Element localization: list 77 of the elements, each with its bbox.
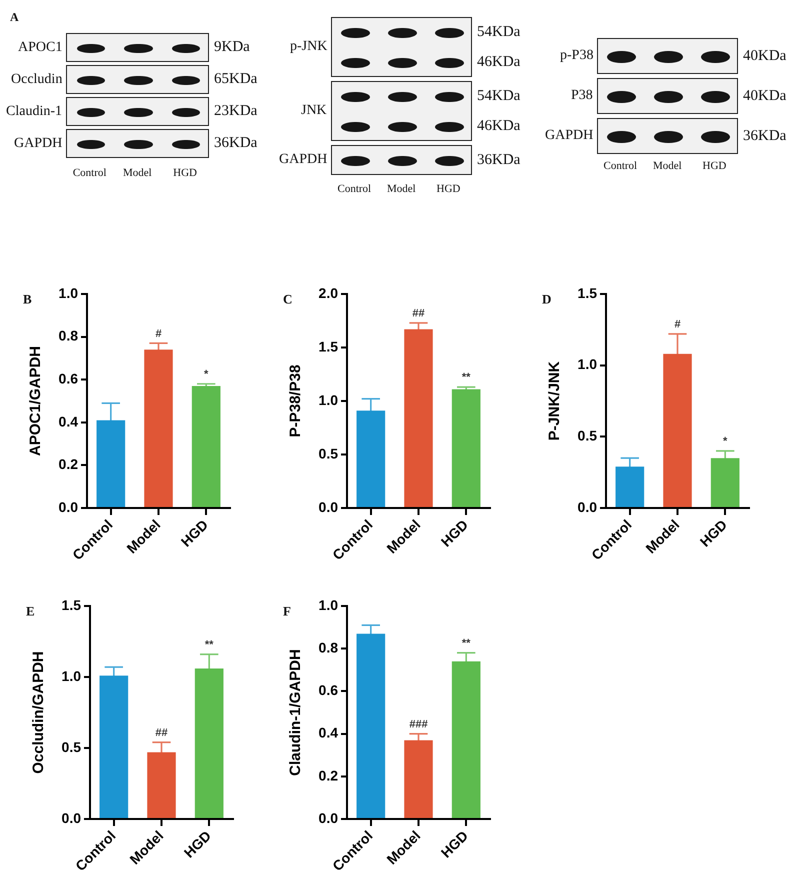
category-label: GAPDH xyxy=(279,152,328,167)
y-tick-label: 1.0 xyxy=(318,392,338,408)
annotation: ** xyxy=(462,372,472,384)
annotation: ** xyxy=(204,638,214,651)
category-label: JNK xyxy=(301,103,327,118)
y-axis-title: P-JNK/JNK xyxy=(546,361,564,441)
category-label: P38 xyxy=(571,88,593,103)
y-tick-label: 1.0 xyxy=(62,668,82,684)
y-tick-label: 2.0 xyxy=(318,284,338,301)
annotation: * xyxy=(204,368,210,380)
category-label: APOC1 xyxy=(18,40,62,54)
y-tick-label: 0.8 xyxy=(318,639,338,656)
category-label: 36KDa xyxy=(214,135,258,151)
annotation: ## xyxy=(412,307,425,320)
category-label: 54KDa xyxy=(477,88,520,104)
category-label: 54KDa xyxy=(477,24,520,40)
y-tick-label: 0.5 xyxy=(578,428,598,444)
y-tick-label: 0.0 xyxy=(62,810,82,826)
y-tick-label: 0.8 xyxy=(58,328,78,344)
y-axis-title: Occludin/GAPDH xyxy=(30,651,48,774)
chart-title: C xyxy=(283,291,292,306)
category-label: 65KDa xyxy=(214,71,258,87)
text: A xyxy=(10,10,19,24)
chart-title: E xyxy=(26,603,35,618)
category-label: HGD xyxy=(436,182,460,194)
annotation: # xyxy=(674,318,681,330)
y-axis-title: P-P38/P38 xyxy=(287,364,304,438)
category-label: 46KDa xyxy=(477,54,520,70)
category-label: 40KDa xyxy=(743,88,786,104)
chart-title: D xyxy=(542,291,552,306)
y-tick-label: 0.5 xyxy=(318,445,338,462)
annotation: # xyxy=(155,328,162,340)
category-label: GAPDH xyxy=(545,128,594,143)
category-label: Model xyxy=(387,182,416,194)
y-axis-title: Claudin-1/GAPDH xyxy=(287,649,304,776)
category-label: 46KDa xyxy=(477,118,520,134)
category-label: Control xyxy=(338,182,372,194)
y-tick-label: 0.5 xyxy=(62,738,82,755)
category-label: Claudin-1 xyxy=(6,104,62,118)
y-tick-label: 1.0 xyxy=(58,284,78,301)
category-label: 40KDa xyxy=(743,48,786,64)
annotation: ## xyxy=(155,726,168,739)
y-tick-label: 1.5 xyxy=(578,284,598,301)
category-label: Control xyxy=(604,160,638,172)
y-tick-label: 0.0 xyxy=(58,498,78,515)
category-label: 36KDa xyxy=(477,152,520,168)
chart-title: B xyxy=(23,291,32,306)
category-label: Model xyxy=(123,166,152,178)
category-label: Occludin xyxy=(11,72,62,86)
category-label: p-JNK xyxy=(290,39,328,54)
y-tick-label: 0.0 xyxy=(578,498,598,515)
category-label: HGD xyxy=(173,166,197,178)
category-label: GAPDH xyxy=(14,136,62,150)
y-tick-label: 1.5 xyxy=(318,338,338,354)
y-tick-label: 1.0 xyxy=(318,596,338,613)
annotation: ** xyxy=(462,637,472,650)
annotation: * xyxy=(723,435,728,448)
category-label: Control xyxy=(72,166,106,178)
annotation: ### xyxy=(409,718,428,730)
chart-title: F xyxy=(283,603,291,618)
y-tick-label: 0.6 xyxy=(318,682,338,698)
y-tick-label: 1.0 xyxy=(578,356,598,372)
category-label: Model xyxy=(653,160,682,172)
category-label: 36KDa xyxy=(743,128,786,144)
category-label: HGD xyxy=(702,160,726,172)
y-tick-label: 1.5 xyxy=(62,596,82,613)
y-tick-label: 0.2 xyxy=(58,456,78,472)
y-tick-label: 0.4 xyxy=(58,413,78,430)
y-tick-label: 0.0 xyxy=(318,498,338,515)
category-label: 23KDa xyxy=(214,103,258,119)
y-tick-label: 0.2 xyxy=(318,767,338,784)
y-tick-label: 0.0 xyxy=(318,810,338,826)
y-tick-label: 0.6 xyxy=(58,370,78,386)
category-label: p-P38 xyxy=(560,48,594,63)
y-axis-title: APOC1/GAPDH xyxy=(27,346,44,456)
category-label: 9KDa xyxy=(214,39,250,55)
y-tick-label: 0.4 xyxy=(318,724,338,741)
